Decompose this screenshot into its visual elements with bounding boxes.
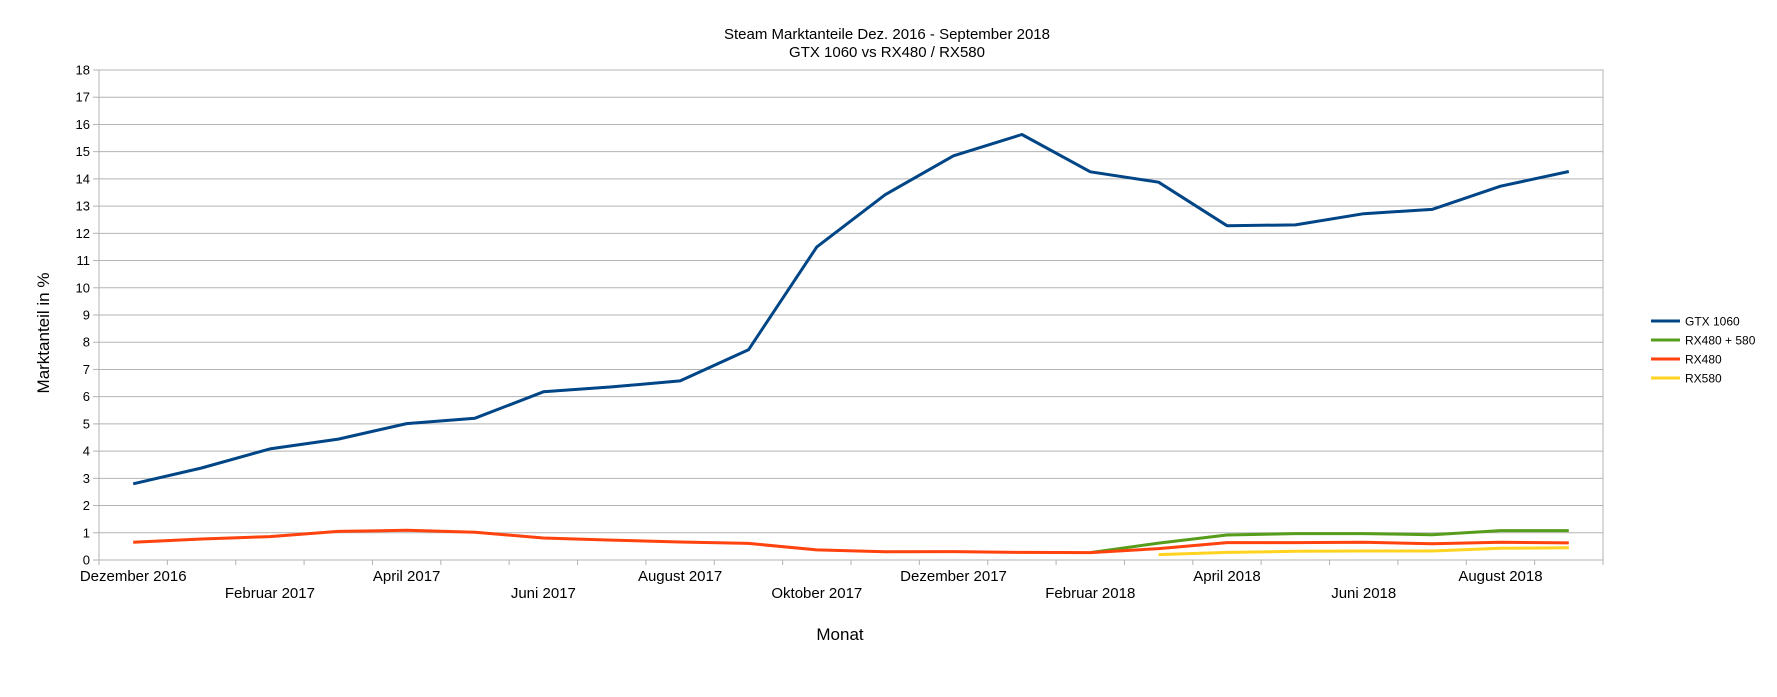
legend: GTX 1060 RX480 + 580 RX480 RX580 — [1651, 315, 1756, 386]
legend-label: GTX 1060 — [1685, 315, 1740, 329]
y-tick-label: 9 — [83, 308, 90, 323]
y-tick-label: 3 — [83, 471, 90, 486]
y-tick-label: 10 — [76, 280, 90, 295]
x-tick-label: Oktober 2017 — [771, 585, 862, 602]
chart-title: Steam Marktanteile Dez. 2016 - September… — [724, 26, 1050, 43]
legend-label: RX480 + 580 — [1685, 334, 1756, 348]
series-line-rx480 — [133, 528, 1569, 555]
y-tick-label: 6 — [83, 389, 90, 404]
x-tick-label: Februar 2017 — [225, 585, 315, 602]
y-tick-label: 0 — [83, 553, 90, 568]
y-tick-label: 16 — [76, 117, 90, 132]
x-tick-label: April 2018 — [1193, 568, 1261, 585]
chart-subtitle: GTX 1060 vs RX480 / RX580 — [789, 44, 985, 61]
y-tick-label: 12 — [76, 226, 90, 241]
legend-label: RX580 — [1685, 372, 1722, 386]
y-tick-label: 11 — [77, 253, 91, 268]
gridlines — [99, 69, 1603, 561]
y-tick-label: 4 — [83, 444, 90, 459]
y-tick-label: 5 — [83, 416, 90, 431]
x-tick-label: Dezember 2017 — [900, 568, 1007, 585]
y-tick-label: 15 — [76, 144, 90, 159]
x-tick-label: August 2017 — [638, 568, 722, 585]
y-tick-label: 14 — [76, 171, 90, 186]
x-tick-label: August 2018 — [1458, 568, 1542, 585]
y-axis-label: Marktanteil in % — [34, 273, 53, 394]
series-line-gtx-1060 — [132, 133, 1570, 486]
x-axis-ticks: Dezember 2016 Februar 2017 April 2017 Juni … — [80, 560, 1604, 602]
y-tick-label: 17 — [76, 90, 90, 105]
x-tick-label: Dezember 2016 — [80, 568, 187, 585]
y-tick-label: 18 — [76, 63, 90, 78]
x-tick-label: Juni 2017 — [511, 585, 576, 602]
y-tick-label: 1 — [83, 525, 90, 540]
x-tick-label: Juni 2018 — [1331, 585, 1396, 602]
y-tick-label: 8 — [83, 335, 90, 350]
y-tick-label: 7 — [83, 362, 90, 377]
legend-label: RX480 — [1685, 353, 1722, 367]
x-tick-label: Februar 2018 — [1045, 585, 1135, 602]
y-tick-label: 13 — [76, 199, 90, 214]
series-lines — [132, 133, 1570, 557]
x-tick-label: April 2017 — [373, 568, 441, 585]
x-axis-label: Monat — [816, 625, 864, 644]
y-tick-label: 2 — [83, 498, 90, 513]
series-line-rx580 — [1158, 546, 1569, 557]
series-line-rx480-580 — [1090, 529, 1569, 555]
